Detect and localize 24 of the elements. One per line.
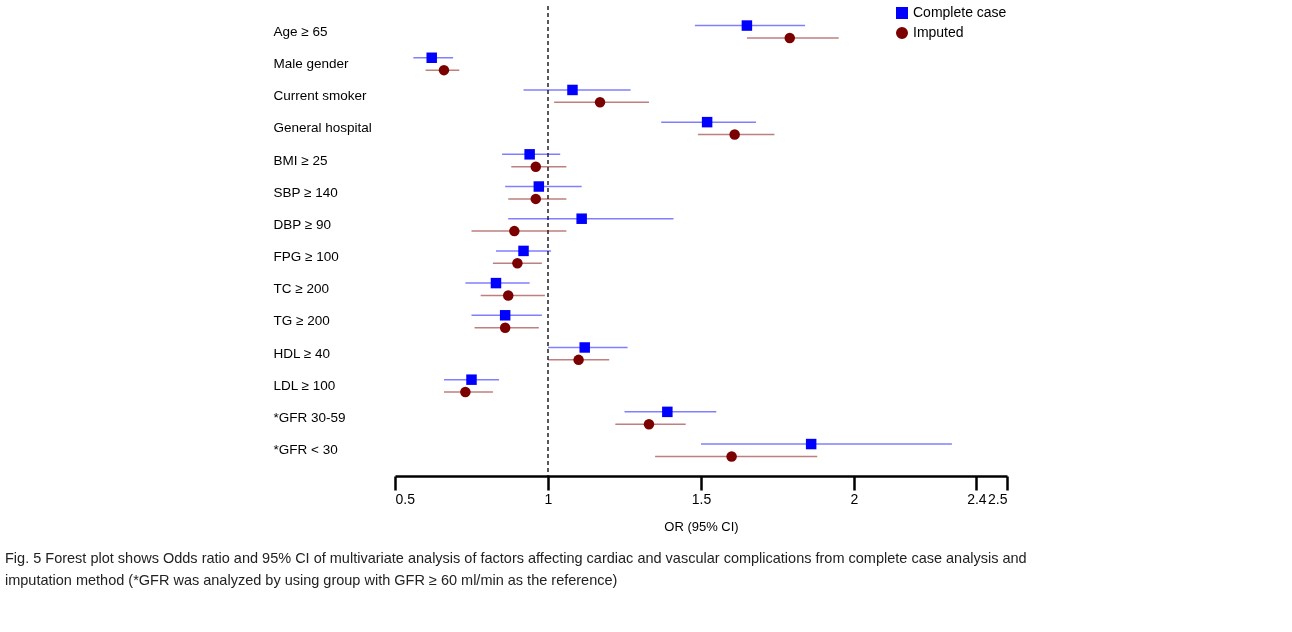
y-tick-label: BMI ≥ 25 — [273, 152, 328, 168]
y-tick-label: FPG ≥ 100 — [273, 249, 339, 265]
x-axis-title: OR (95% CI) — [664, 518, 739, 534]
x-tick-label: 2 — [850, 490, 859, 507]
x-tick-label: 1 — [544, 490, 553, 507]
x-tick-label: 1.5 — [691, 490, 712, 507]
y-tick-label: Current smoker — [273, 88, 368, 104]
legend-label: Imputed — [913, 24, 964, 40]
y-tick-label: DBP ≥ 90 — [273, 216, 331, 232]
y-tick-label: LDL ≥ 100 — [273, 377, 336, 393]
y-tick-label: *GFR 30-59 — [273, 410, 346, 426]
y-tick-label: TC ≥ 200 — [273, 281, 329, 297]
legend-label: Complete case — [913, 4, 1007, 20]
y-tick-label: HDL ≥ 40 — [273, 345, 330, 361]
y-tick-label: General hospital — [273, 120, 372, 136]
x-tick-label: 2.4 — [967, 490, 987, 507]
y-tick-label: Age ≥ 65 — [273, 23, 328, 39]
x-tick-label: 2.5 — [988, 490, 1008, 507]
y-tick-label: SBP ≥ 140 — [273, 184, 338, 200]
x-tick-label: 0.5 — [395, 490, 416, 507]
y-tick-label: *GFR < 30 — [273, 442, 338, 458]
caption: Fig. 5 Forest plot shows Odds ratio and 95% CI of multivariate analysis of factors affecting cardiac and vascular complications from complete case analysis and imputation method (*GFR was analyzed by using group with GFR ≥ 60 ml/min as the reference) — [5, 550, 1027, 588]
y-tick-label: Male gender — [273, 55, 350, 71]
y-tick-label: TG ≥ 200 — [273, 313, 330, 329]
